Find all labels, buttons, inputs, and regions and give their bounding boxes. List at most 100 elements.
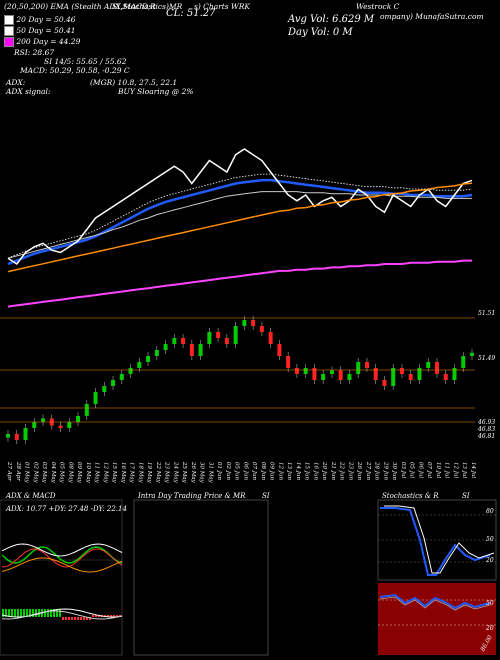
legend-swatch-ema200 bbox=[4, 37, 14, 47]
x-tick-label: 04 May bbox=[50, 462, 56, 484]
macd-bar bbox=[50, 609, 52, 617]
candle-body bbox=[461, 356, 466, 368]
x-tick-label: 01 Jun bbox=[216, 462, 222, 480]
x-tick-label: 16 May bbox=[120, 462, 126, 484]
x-tick-label: 11 May bbox=[94, 462, 100, 484]
candle-body bbox=[347, 374, 352, 380]
x-tick-label: 13 Jun bbox=[286, 462, 292, 480]
macd-bar bbox=[83, 617, 85, 620]
x-tick-label: 06 Jul bbox=[417, 462, 423, 478]
x-tick-label: 07 Jun bbox=[251, 462, 257, 480]
candle-body bbox=[207, 332, 212, 344]
x-tick-label: 28 Jun bbox=[374, 461, 380, 480]
macd-bar bbox=[104, 615, 106, 617]
macd-bar bbox=[80, 617, 82, 620]
candle-body bbox=[452, 368, 457, 380]
legend-swatch-ema50 bbox=[4, 26, 14, 36]
candle-body bbox=[32, 422, 37, 428]
x-tick-label: 18 May bbox=[137, 462, 143, 484]
macd-bar bbox=[116, 615, 118, 617]
candle-body bbox=[338, 370, 343, 380]
x-tick-label: 14 Jun bbox=[295, 462, 301, 480]
rsi-panel-frame bbox=[378, 583, 496, 655]
legend-ema200: 200 Day = 44.29 bbox=[4, 37, 80, 47]
stoch-panel-title: Stochastics & R bbox=[382, 492, 439, 500]
x-tick-label: 09 Jun bbox=[269, 462, 275, 480]
x-tick-label: 02 Jun bbox=[225, 462, 231, 480]
candle-body bbox=[41, 418, 46, 422]
x-tick-label: 31 May bbox=[207, 462, 213, 484]
candle-body bbox=[417, 368, 422, 380]
x-tick-label: 23 Jun bbox=[347, 461, 353, 480]
x-tick-label: 29 Jun bbox=[382, 461, 388, 480]
macd-bar bbox=[2, 609, 4, 617]
candle-body bbox=[443, 374, 448, 380]
macd-bar bbox=[110, 615, 112, 617]
macd-bar bbox=[26, 609, 28, 617]
candle-body bbox=[321, 374, 326, 380]
legend-si: SI 14/5: 55.65 / 55.62 bbox=[44, 57, 127, 66]
x-tick-label: 12 Jul bbox=[452, 462, 458, 478]
x-tick-label: 13 Jul bbox=[461, 462, 467, 478]
legend-ema20: 20 Day = 50.46 bbox=[4, 15, 76, 25]
candle-body bbox=[58, 425, 63, 428]
adx-label: ADX: bbox=[6, 78, 26, 87]
candle-body bbox=[137, 362, 142, 368]
candle-body bbox=[356, 362, 361, 374]
rsi-tick-20: 20 bbox=[486, 625, 494, 632]
x-tick-label: 08 May bbox=[67, 462, 73, 484]
macd-bar bbox=[68, 617, 70, 620]
legend-rsi: RSI: 28.67 bbox=[14, 48, 55, 57]
x-tick-label: 17 May bbox=[129, 462, 135, 484]
candle-body bbox=[382, 380, 387, 386]
candle-body bbox=[268, 332, 273, 344]
x-tick-label: 07 Jul bbox=[426, 462, 432, 478]
macd-bar bbox=[86, 617, 88, 620]
x-tick-label: 27 Jun bbox=[365, 461, 371, 480]
candle-body bbox=[242, 320, 247, 326]
macd-bar bbox=[74, 617, 76, 620]
x-tick-label: 27 Apr bbox=[6, 461, 12, 481]
candle-body bbox=[128, 368, 133, 374]
ema-orange-line bbox=[7, 182, 473, 273]
macd-bar bbox=[56, 609, 58, 617]
x-tick-label: 11 Jul bbox=[444, 462, 450, 478]
stoch-k-line bbox=[380, 507, 491, 576]
x-tick-label: 23 May bbox=[164, 461, 170, 484]
adx-mgr: (MGR) 10.8, 27.5, 22.1 bbox=[90, 78, 178, 87]
candle-body bbox=[163, 344, 168, 350]
x-tick-label: 09 May bbox=[76, 462, 82, 484]
macd-bar bbox=[14, 609, 16, 617]
x-tick-label: 12 Jun bbox=[277, 462, 283, 480]
macd-bar bbox=[92, 615, 94, 617]
x-tick-label: 20 Jun bbox=[321, 461, 327, 480]
candle-body bbox=[154, 350, 159, 356]
x-tick-label: 06 Jun bbox=[242, 462, 248, 480]
x-tick-label: 30 Jun bbox=[391, 462, 397, 480]
intraday-panel-frame bbox=[133, 499, 269, 656]
candle-body bbox=[312, 368, 317, 380]
candle-body bbox=[224, 338, 229, 344]
x-tick-label: 22 May bbox=[155, 461, 161, 484]
candle-body bbox=[6, 434, 10, 438]
price-label-mid: 51.49 bbox=[478, 355, 496, 362]
candle-body bbox=[277, 344, 282, 356]
candle-body bbox=[146, 356, 151, 362]
avg-volume: Avg Vol: 6.629 M bbox=[288, 14, 375, 25]
x-tick-label: 26 May bbox=[190, 461, 196, 484]
x-tick-label: 22 Jun bbox=[339, 461, 345, 480]
x-tick-label: 21 Jun bbox=[330, 461, 336, 480]
adx-line bbox=[1, 543, 123, 557]
macd-bar bbox=[89, 617, 91, 620]
adx-plus-di bbox=[1, 546, 123, 564]
rsi-tick-50: 50 bbox=[486, 600, 494, 607]
candle-body bbox=[14, 434, 19, 440]
macd-bar bbox=[113, 615, 115, 617]
adx-orange bbox=[1, 557, 123, 573]
chart-title-mid: SI,Stochastics)MR bbox=[112, 2, 183, 11]
macd-bar bbox=[23, 609, 25, 617]
x-tick-label: 05 Jul bbox=[409, 462, 415, 478]
macd-bar bbox=[59, 609, 61, 617]
stoch-panel-si: SI bbox=[462, 492, 470, 500]
candle-body bbox=[408, 374, 413, 380]
